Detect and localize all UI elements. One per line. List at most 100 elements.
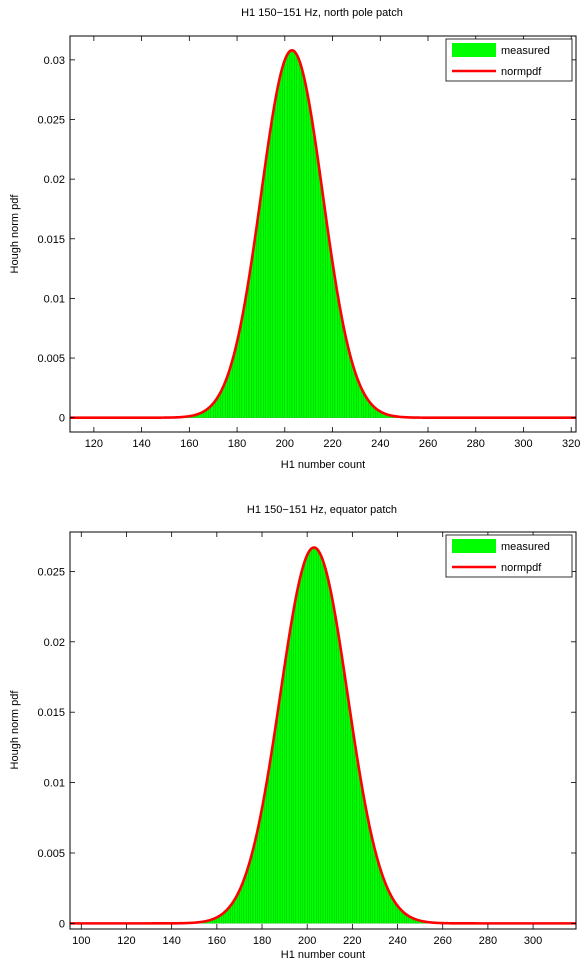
x-axis-label: H1 number count xyxy=(281,459,365,471)
histogram-bar xyxy=(268,763,272,924)
histogram-bar xyxy=(309,549,312,924)
legend-label-measured: measured xyxy=(501,45,550,57)
histogram-bar xyxy=(279,689,283,924)
histogram-bar xyxy=(284,56,288,418)
histogram-bar xyxy=(330,255,333,418)
histogram-bar xyxy=(370,836,373,924)
legend-swatch-measured xyxy=(452,539,496,553)
x-tick-label: 120 xyxy=(85,438,103,450)
histogram-bar xyxy=(234,347,238,418)
histogram-bar xyxy=(381,876,385,924)
histogram-bar xyxy=(234,897,238,924)
histogram-bar xyxy=(358,385,362,418)
x-tick-label: 220 xyxy=(323,438,341,450)
histogram-bar xyxy=(273,734,276,924)
histogram-bar xyxy=(340,658,344,924)
histogram-bar xyxy=(345,689,348,924)
histogram-bar xyxy=(388,893,391,924)
histogram-bar xyxy=(336,629,339,924)
histogram-bar xyxy=(356,379,359,418)
axes-frame xyxy=(69,531,577,930)
legend-swatch-measured xyxy=(452,43,496,57)
y-tick-label: 0.03 xyxy=(44,55,65,67)
y-tick-label: 0.015 xyxy=(37,707,65,719)
histogram-bar xyxy=(248,271,252,418)
histogram-bar xyxy=(353,372,357,418)
histogram-bar xyxy=(279,71,283,418)
y-tick-label: 0 xyxy=(59,918,65,930)
x-tick-label: 240 xyxy=(388,935,406,947)
histogram-bar xyxy=(307,552,310,924)
histogram-bar xyxy=(368,825,371,924)
histogram-bar xyxy=(298,63,302,418)
x-axis-label: H1 number count xyxy=(281,949,365,961)
histogram-bar xyxy=(361,790,364,924)
x-tick-label: 160 xyxy=(180,438,198,450)
legend: measured normpdf xyxy=(445,38,573,82)
histogram-bar xyxy=(241,882,245,924)
histogram-bar xyxy=(356,763,360,924)
histogram-bar xyxy=(395,904,398,924)
histogram-bar xyxy=(222,385,226,418)
plot-area xyxy=(70,49,576,419)
histogram-bar xyxy=(264,790,267,924)
x-tick-label: 120 xyxy=(117,935,135,947)
histogram-bar xyxy=(327,239,331,418)
histogram-bar xyxy=(308,107,312,418)
histogram-bar xyxy=(260,187,264,418)
y-tick-label: 0.02 xyxy=(44,174,65,186)
x-tick-label: 300 xyxy=(524,935,542,947)
histogram-bar xyxy=(320,187,324,418)
histogram-bar xyxy=(315,153,319,418)
histogram-bar xyxy=(322,564,326,924)
histogram-bar xyxy=(229,365,233,418)
histogram-bar xyxy=(301,71,305,418)
histogram-bar xyxy=(220,390,223,418)
histogram-bar xyxy=(351,365,355,418)
histogram-bar xyxy=(277,704,281,924)
histogram-bar xyxy=(365,814,369,924)
histogram-bar xyxy=(275,719,278,924)
histogram-bar xyxy=(261,803,265,924)
histogram-bar xyxy=(346,347,350,418)
x-tick-label: 200 xyxy=(298,935,316,947)
x-tick-label: 100 xyxy=(72,935,90,947)
x-tick-label: 300 xyxy=(514,438,532,450)
histogram-bar xyxy=(282,63,285,418)
normpdf-line xyxy=(70,49,576,419)
histogram-bar xyxy=(325,572,328,924)
histogram-bar xyxy=(230,904,233,924)
histogram-bar xyxy=(291,616,294,924)
histogram-bar xyxy=(248,862,251,924)
x-tick-label: 260 xyxy=(419,438,437,450)
histogram-bar xyxy=(298,581,301,924)
legend: measured normpdf xyxy=(445,534,573,578)
x-tick-label: 240 xyxy=(371,438,389,450)
histogram-bar xyxy=(325,222,328,418)
legend-label-normpdf: normpdf xyxy=(501,66,542,78)
histogram-bar xyxy=(320,557,324,924)
histogram-bar xyxy=(344,337,348,418)
histogram-bar xyxy=(379,870,382,924)
x-tick-label: 280 xyxy=(479,935,497,947)
histogram-bar xyxy=(363,803,367,924)
histogram-bar xyxy=(300,572,303,924)
histogram-bar xyxy=(349,357,352,418)
y-axis-label: Hough norm pdf xyxy=(9,690,21,770)
histogram-bar xyxy=(256,222,259,418)
x-tick-label: 200 xyxy=(276,438,294,450)
histogram-bars xyxy=(165,50,429,418)
histogram-bar xyxy=(243,876,247,924)
north-pole-chart: H1 150−151 Hz, north pole patch 120 140 16… xyxy=(9,7,580,471)
x-axis-ticks: 120 140 160 180 200 220 240 260 280 300 320 xyxy=(85,36,580,450)
x-tick-label: 180 xyxy=(228,438,246,450)
histogram-bar xyxy=(377,862,380,924)
x-tick-label: 220 xyxy=(343,935,361,947)
histogram-bar xyxy=(310,121,314,418)
histogram-bar xyxy=(246,870,249,924)
histogram-bar xyxy=(361,390,364,418)
histogram-bar xyxy=(302,564,306,924)
histogram-bar xyxy=(316,549,319,924)
histogram-bar xyxy=(284,658,288,924)
